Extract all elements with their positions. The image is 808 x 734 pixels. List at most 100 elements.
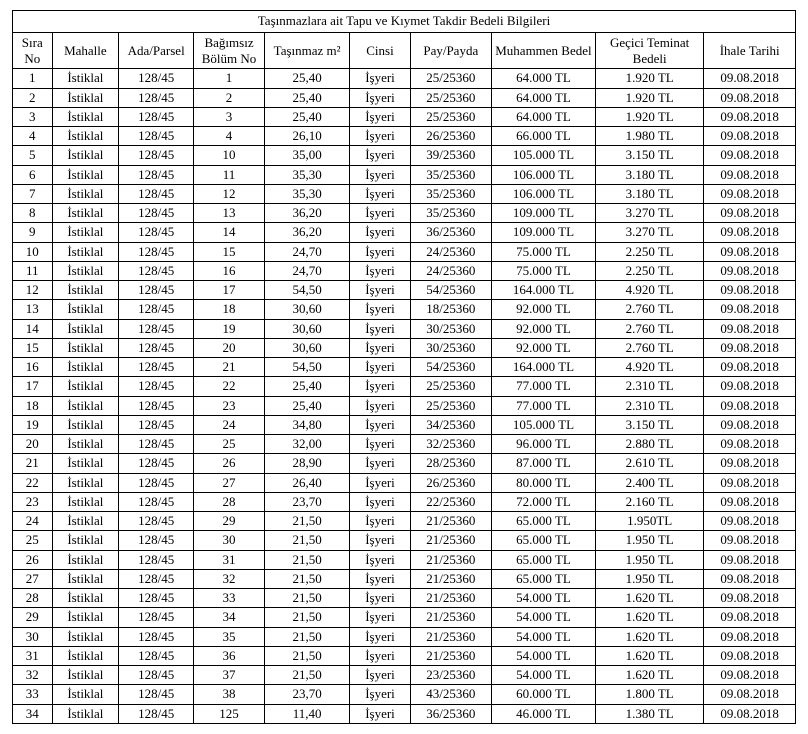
table-cell: 1.620 TL bbox=[596, 666, 704, 685]
table-cell: İstiklal bbox=[52, 338, 119, 357]
table-cell: 26 bbox=[194, 454, 265, 473]
table-cell: 128/45 bbox=[119, 454, 194, 473]
table-cell: 30/25360 bbox=[410, 338, 491, 357]
table-cell: İstiklal bbox=[52, 550, 119, 569]
table-cell: 1.620 TL bbox=[596, 627, 704, 646]
table-cell: 25 bbox=[13, 531, 53, 550]
table-cell: 21 bbox=[194, 358, 265, 377]
table-cell: 09.08.2018 bbox=[704, 627, 796, 646]
table-cell: 11 bbox=[194, 165, 265, 184]
table-cell: İstiklal bbox=[52, 685, 119, 704]
table-cell: 25 bbox=[194, 435, 265, 454]
table-row: 13İstiklal128/451830,60İşyeri18/2536092.… bbox=[13, 300, 796, 319]
table-cell: İstiklal bbox=[52, 569, 119, 588]
table-cell: 3.270 TL bbox=[596, 223, 704, 242]
table-cell: 24/25360 bbox=[410, 242, 491, 261]
table-cell: 125 bbox=[194, 704, 265, 723]
column-header: Mahalle bbox=[52, 33, 119, 69]
header-row: Sıra NoMahalleAda/ParselBağımsız Bölüm N… bbox=[13, 33, 796, 69]
column-header: Muhammen Bedel bbox=[491, 33, 595, 69]
table-cell: 30,60 bbox=[264, 319, 349, 338]
table-cell: 2.310 TL bbox=[596, 396, 704, 415]
table-cell: 1.920 TL bbox=[596, 69, 704, 88]
table-cell: İşyeri bbox=[350, 512, 410, 531]
table-cell: 21,50 bbox=[264, 608, 349, 627]
table-cell: İstiklal bbox=[52, 396, 119, 415]
table-cell: 32,00 bbox=[264, 435, 349, 454]
table-cell: 09.08.2018 bbox=[704, 704, 796, 723]
table-cell: 54/25360 bbox=[410, 358, 491, 377]
table-cell: 28,90 bbox=[264, 454, 349, 473]
table-cell: 128/45 bbox=[119, 435, 194, 454]
table-row: 1İstiklal128/45125,40İşyeri25/2536064.00… bbox=[13, 69, 796, 88]
table-cell: 23,70 bbox=[264, 685, 349, 704]
table-row: 25İstiklal128/453021,50İşyeri21/2536065.… bbox=[13, 531, 796, 550]
table-cell: 25,40 bbox=[264, 377, 349, 396]
column-header: Sıra No bbox=[13, 33, 53, 69]
table-cell: 30 bbox=[13, 627, 53, 646]
table-cell: 128/45 bbox=[119, 338, 194, 357]
table-cell: 24 bbox=[13, 512, 53, 531]
table-cell: İşyeri bbox=[350, 146, 410, 165]
table-cell: 32 bbox=[194, 569, 265, 588]
table-row: 5İstiklal128/451035,00İşyeri39/25360105.… bbox=[13, 146, 796, 165]
table-cell: 106.000 TL bbox=[491, 184, 595, 203]
table-cell: 09.08.2018 bbox=[704, 550, 796, 569]
table-cell: 54,50 bbox=[264, 358, 349, 377]
table-cell: 24/25360 bbox=[410, 261, 491, 280]
table-cell: 128/45 bbox=[119, 358, 194, 377]
table-cell: 36/25360 bbox=[410, 223, 491, 242]
table-cell: 09.08.2018 bbox=[704, 338, 796, 357]
table-cell: İstiklal bbox=[52, 300, 119, 319]
table-cell: 35/25360 bbox=[410, 204, 491, 223]
table-cell: 2.760 TL bbox=[596, 338, 704, 357]
table-cell: İşyeri bbox=[350, 415, 410, 434]
table-cell: İşyeri bbox=[350, 704, 410, 723]
column-header: Bağımsız Bölüm No bbox=[194, 33, 265, 69]
table-row: 29İstiklal128/453421,50İşyeri21/2536054.… bbox=[13, 608, 796, 627]
table-cell: 09.08.2018 bbox=[704, 107, 796, 126]
table-cell: 16 bbox=[13, 358, 53, 377]
table-cell: İstiklal bbox=[52, 261, 119, 280]
table-row: 6İstiklal128/451135,30İşyeri35/25360106.… bbox=[13, 165, 796, 184]
table-cell: 2.880 TL bbox=[596, 435, 704, 454]
table-row: 23İstiklal128/452823,70İşyeri22/2536072.… bbox=[13, 492, 796, 511]
table-row: 18İstiklal128/452325,40İşyeri25/2536077.… bbox=[13, 396, 796, 415]
table-cell: 26/25360 bbox=[410, 127, 491, 146]
table-cell: 38 bbox=[194, 685, 265, 704]
table-cell: 128/45 bbox=[119, 512, 194, 531]
table-cell: 28 bbox=[13, 589, 53, 608]
table-cell: 2.760 TL bbox=[596, 319, 704, 338]
table-cell: İşyeri bbox=[350, 435, 410, 454]
table-cell: 34/25360 bbox=[410, 415, 491, 434]
table-cell: İstiklal bbox=[52, 492, 119, 511]
table-cell: 22/25360 bbox=[410, 492, 491, 511]
table-cell: 128/45 bbox=[119, 223, 194, 242]
table-cell: 09.08.2018 bbox=[704, 512, 796, 531]
table-cell: 54.000 TL bbox=[491, 608, 595, 627]
table-cell: 128/45 bbox=[119, 627, 194, 646]
table-cell: 18 bbox=[13, 396, 53, 415]
table-cell: 128/45 bbox=[119, 204, 194, 223]
table-cell: 13 bbox=[13, 300, 53, 319]
table-cell: İşyeri bbox=[350, 492, 410, 511]
table-cell: 65.000 TL bbox=[491, 569, 595, 588]
table-cell: 60.000 TL bbox=[491, 685, 595, 704]
table-cell: 25,40 bbox=[264, 88, 349, 107]
table-cell: 09.08.2018 bbox=[704, 685, 796, 704]
table-cell: 09.08.2018 bbox=[704, 300, 796, 319]
table-cell: 35 bbox=[194, 627, 265, 646]
table-cell: 20 bbox=[13, 435, 53, 454]
table-cell: İşyeri bbox=[350, 531, 410, 550]
table-cell: 128/45 bbox=[119, 646, 194, 665]
table-cell: 64.000 TL bbox=[491, 107, 595, 126]
table-row: 34İstiklal128/4512511,40İşyeri36/2536046… bbox=[13, 704, 796, 723]
table-cell: 25,40 bbox=[264, 396, 349, 415]
table-cell: 8 bbox=[13, 204, 53, 223]
table-cell: 128/45 bbox=[119, 146, 194, 165]
table-cell: İstiklal bbox=[52, 646, 119, 665]
table-cell: 09.08.2018 bbox=[704, 608, 796, 627]
table-cell: 128/45 bbox=[119, 492, 194, 511]
table-cell: 128/45 bbox=[119, 69, 194, 88]
table-cell: İşyeri bbox=[350, 281, 410, 300]
